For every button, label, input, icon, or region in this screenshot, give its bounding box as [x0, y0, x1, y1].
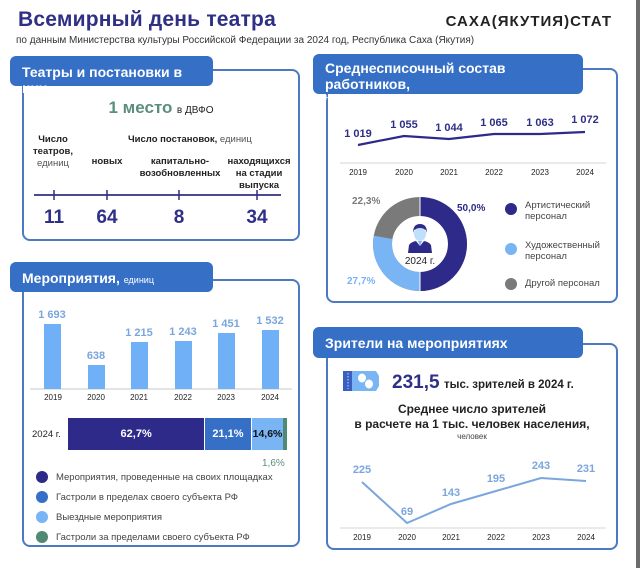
legend-dot-icon	[36, 511, 48, 523]
productions-revived-value: 8	[173, 207, 185, 228]
staff-year-2023: 2023	[531, 168, 549, 177]
viewers-year-2019: 2019	[353, 533, 371, 542]
rank-value: 1 место	[108, 98, 173, 117]
stack-segment-own: 62,7%	[68, 418, 206, 450]
events-panel-header: Мероприятия, единиц	[10, 262, 213, 292]
productions-new-value: 64	[96, 207, 118, 228]
viewers-value-2022: 195	[486, 473, 506, 485]
productions-release-value: 34	[246, 207, 268, 228]
viewers-headline-value: 231,5	[392, 372, 440, 393]
person-icon	[408, 224, 432, 253]
staff-value-2024: 1 072	[571, 114, 599, 126]
legend-dot-icon	[36, 531, 48, 543]
events-year-2023: 2023	[217, 393, 235, 402]
viewers-line-chart	[340, 476, 606, 529]
staff-year-2019: 2019	[349, 168, 367, 177]
page-title: Всемирный день театра	[18, 8, 276, 31]
events-value-2019: 1 693	[38, 309, 66, 321]
viewers-value-2024: 231	[576, 463, 596, 475]
legend-dot-icon	[36, 471, 48, 483]
viewers-year-2024: 2024	[577, 533, 595, 542]
ticket-icon	[343, 371, 379, 391]
events-value-2021: 1 215	[125, 327, 153, 339]
legend-dot-icon	[505, 278, 517, 290]
rank-suffix: в ДВФО	[176, 105, 214, 116]
staff-panel-header: Среднесписочный состав работников, на ко…	[313, 54, 583, 102]
legend-dot-icon	[36, 491, 48, 503]
viewers-year-2023: 2023	[532, 533, 550, 542]
staff-year-2021: 2021	[440, 168, 458, 177]
viewers-value-2019: 225	[352, 464, 372, 476]
viewers-value-2020: 69	[400, 506, 414, 518]
staff-legend-item: Артистический персонал	[505, 200, 590, 222]
events-value-2020: 638	[86, 350, 106, 362]
events-bar-chart	[30, 324, 292, 390]
productions-revived-label: капитально- возобновленных	[139, 156, 221, 179]
stack-segment-region: 21,1%	[205, 418, 252, 450]
productions-release-label: находящихся на стадии выпуска	[227, 156, 291, 191]
viewers-year-2020: 2020	[398, 533, 416, 542]
stack-segment-outbound: 14,6%	[251, 418, 284, 450]
legend-dot-icon	[505, 203, 517, 215]
viewers-year-2021: 2021	[442, 533, 460, 542]
staff-legend-item: Художественный персонал	[505, 240, 600, 262]
events-stacked-bar: 62,7% 21,1% 14,6%	[68, 418, 287, 450]
productions-new-label: новых	[91, 156, 123, 167]
events-year-2021: 2021	[130, 393, 148, 402]
viewers-value-2023: 243	[531, 460, 551, 472]
donut-pct-artistic: 50,0%	[457, 203, 486, 214]
events-year-2024: 2024	[261, 393, 279, 402]
events-value-2023: 1 451	[212, 318, 240, 330]
events-year-2022: 2022	[174, 393, 192, 402]
events-legend-item: Выездные мероприятия	[36, 511, 273, 523]
viewers-panel-title: Зрители на мероприятиях	[325, 335, 508, 351]
staff-panel-subtitle: на конец года, человек	[325, 92, 421, 102]
stack-segment-tours	[283, 418, 287, 450]
events-panel-unit: единиц	[123, 275, 154, 285]
events-value-2022: 1 243	[169, 326, 197, 338]
events-panel-title: Мероприятия,	[22, 270, 120, 286]
rank-line: 1 место в ДВФО	[22, 98, 300, 118]
staff-donut-chart	[373, 197, 467, 291]
staff-year-2024: 2024	[576, 168, 594, 177]
theaters-panel-header: Театры и постановки в них	[10, 56, 213, 96]
donut-center-label: 2024 г.	[404, 256, 436, 267]
viewers-headline-text: тыс. зрителей в 2024 г.	[444, 379, 574, 391]
side-strip	[636, 0, 640, 568]
events-legend: Мероприятия, проведенные на своих площад…	[36, 471, 273, 543]
theaters-timeline	[34, 190, 281, 200]
viewers-value-2021: 143	[441, 487, 461, 499]
events-year-2020: 2020	[87, 393, 105, 402]
staff-value-2020: 1 055	[390, 119, 418, 131]
stack-small-pct: 1,6%	[262, 458, 285, 469]
viewers-headline: 231,5 тыс. зрителей в 2024 г.	[392, 372, 574, 394]
events-legend-item: Мероприятия, проведенные на своих площад…	[36, 471, 273, 483]
events-year-2019: 2019	[44, 393, 62, 402]
staff-value-2022: 1 065	[480, 117, 508, 129]
stack-year-label: 2024 г.	[32, 429, 61, 440]
productions-label: Число постановок, единиц	[128, 134, 252, 145]
staff-value-2021: 1 044	[435, 122, 463, 134]
staff-panel-title: Среднесписочный состав работников,	[325, 60, 506, 92]
brand-logo: САХА(ЯКУТИЯ)СТАТ	[445, 13, 612, 30]
theaters-count-value: 11	[43, 207, 65, 228]
donut-pct-other: 22,3%	[352, 196, 381, 207]
donut-pct-artistic-dir: 27,7%	[347, 276, 376, 287]
staff-year-2022: 2022	[485, 168, 503, 177]
staff-value-2023: 1 063	[526, 117, 554, 129]
staff-year-2020: 2020	[395, 168, 413, 177]
viewers-year-2022: 2022	[487, 533, 505, 542]
viewers-panel-header: Зрители на мероприятиях	[313, 327, 583, 358]
page-subtitle: по данным Министерства культуры Российск…	[16, 35, 475, 46]
staff-legend-item: Другой персонал	[505, 278, 600, 290]
legend-dot-icon	[505, 243, 517, 255]
events-legend-item: Гастроли в пределах своего субъекта РФ	[36, 491, 273, 503]
staff-line-chart	[340, 130, 606, 164]
theaters-count-label: Число театров, единиц	[33, 134, 73, 169]
staff-value-2019: 1 019	[344, 128, 372, 140]
events-legend-item: Гастроли за пределами своего субъекта РФ	[36, 531, 273, 543]
theaters-panel-title: Театры и постановки в них	[22, 64, 183, 96]
viewers-subheading: Среднее число зрителей в расчете на 1 ты…	[354, 402, 590, 441]
events-value-2024: 1 532	[256, 315, 284, 327]
